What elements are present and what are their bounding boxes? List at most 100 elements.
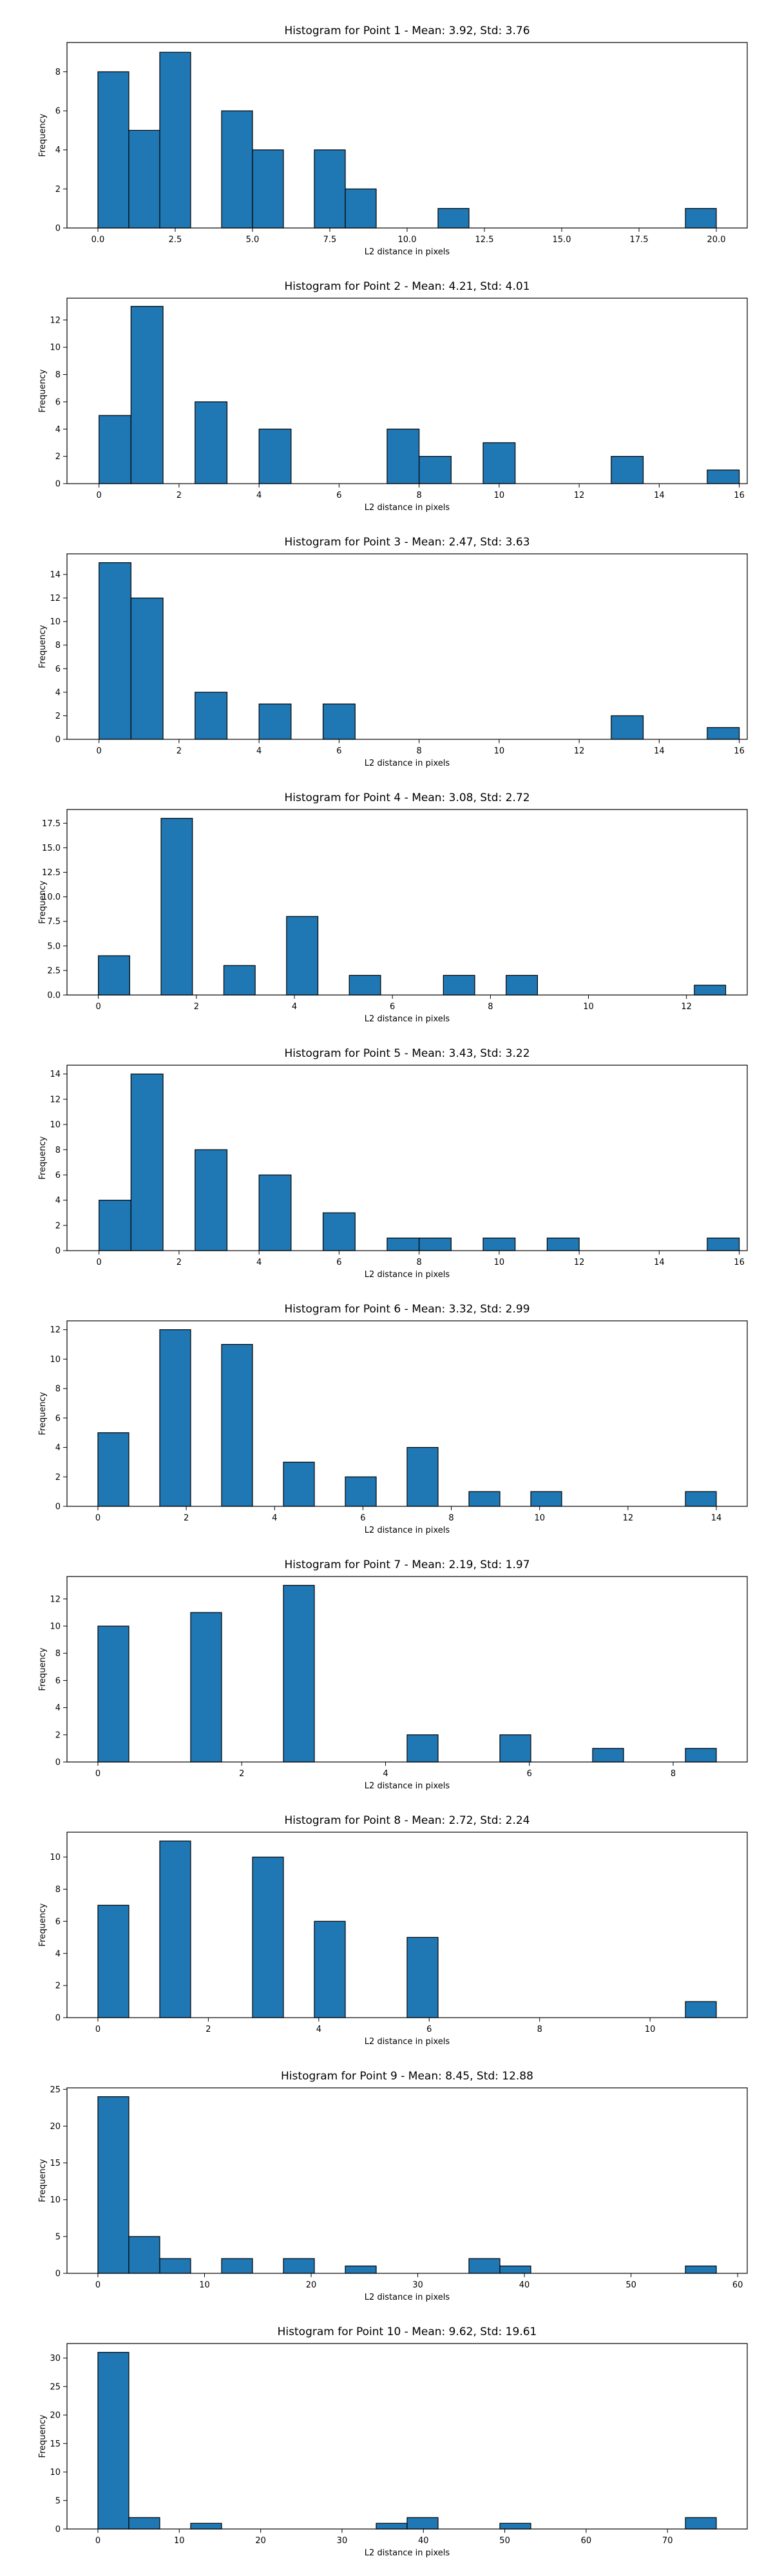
x-tick-label: 8 (416, 746, 421, 756)
x-tick-label: 2 (205, 2025, 211, 2034)
histogram-bar (99, 1200, 131, 1251)
y-tick-label: 17.5 (42, 819, 61, 829)
y-tick-label: 12 (50, 1095, 61, 1104)
y-tick-label: 10.0 (42, 893, 61, 902)
x-tick-label: 60 (732, 2280, 743, 2290)
x-tick-label: 12 (623, 1513, 634, 1523)
y-tick-label: 12 (50, 594, 61, 603)
y-axis-label: Frequency (38, 113, 48, 156)
chart-title: Histogram for Point 1 - Mean: 3.92, Std:… (284, 24, 530, 37)
y-tick-label: 0 (55, 2525, 61, 2535)
y-tick-label: 14 (50, 571, 61, 580)
x-tick-label: 0 (95, 1513, 100, 1523)
x-tick-label: 2 (239, 1769, 244, 1779)
y-axis-label: Frequency (38, 2159, 48, 2202)
x-tick-label: 12 (681, 1002, 692, 1012)
x-tick-label: 12 (574, 746, 585, 756)
histogram-bar (345, 1476, 377, 1507)
x-tick-label: 6 (527, 1769, 532, 1779)
x-tick-label: 6 (336, 746, 341, 756)
y-axis-label: Frequency (38, 369, 48, 412)
x-tick-label: 8 (416, 1258, 421, 1267)
histogram-bar (611, 715, 644, 740)
x-tick-label: 7.5 (323, 235, 337, 245)
x-tick-label: 4 (292, 1002, 297, 1012)
x-axis-label: L2 distance in pixels (365, 247, 450, 257)
histogram-bar (506, 974, 538, 996)
histogram-panel-10: Histogram for Point 10 - Mean: 9.62, Std… (38, 2325, 748, 2558)
x-tick-label: 8 (488, 1002, 493, 1012)
chart-title: Histogram for Point 7 - Mean: 2.19, Std:… (284, 1558, 530, 1571)
histogram-bar (195, 1149, 228, 1251)
y-tick-label: 10 (50, 1622, 61, 1632)
plot-frame (66, 1832, 748, 2018)
y-axis-label: Frequency (38, 1392, 48, 1435)
histogram-bar (130, 306, 164, 484)
x-axis-label: L2 distance in pixels (365, 1014, 450, 1024)
x-axis-label: L2 distance in pixels (365, 1526, 450, 1535)
histogram-bar (159, 2258, 191, 2274)
y-tick-label: 4 (55, 1949, 61, 1959)
y-tick-label: 0 (55, 1502, 61, 1512)
y-tick-label: 5 (55, 2232, 61, 2242)
y-tick-label: 6 (55, 1414, 61, 1423)
x-tick-label: 20.0 (707, 235, 726, 245)
histogram-bar (345, 188, 377, 229)
histogram-bar (443, 974, 475, 996)
histogram-bar (406, 2517, 439, 2530)
y-tick-label: 20 (50, 2122, 61, 2132)
histogram-bar (386, 1237, 420, 1251)
histogram-bar (348, 974, 381, 996)
y-tick-label: 0 (55, 224, 61, 234)
y-axis-label: Frequency (38, 1647, 48, 1690)
histogram-bar (685, 2517, 717, 2530)
x-tick-label: 14 (711, 1513, 722, 1523)
x-tick-label: 10 (583, 1002, 594, 1012)
y-tick-label: 0 (55, 2014, 61, 2023)
y-axis-label: Frequency (38, 1136, 48, 1179)
y-tick-label: 2 (55, 1982, 61, 1991)
histogram-bar (530, 1491, 562, 1507)
y-tick-label: 14 (50, 1070, 61, 1079)
y-tick-label: 8 (55, 1649, 61, 1659)
y-axis-label: Frequency (38, 1903, 48, 1946)
y-tick-label: 8 (55, 1885, 61, 1895)
histogram-bar (128, 2517, 160, 2530)
y-tick-label: 8 (55, 641, 61, 650)
histogram-bar (221, 1343, 253, 1507)
x-tick-label: 4 (256, 1258, 262, 1267)
histogram-bar (406, 1937, 439, 2018)
x-tick-label: 10 (494, 1258, 505, 1267)
histogram-bar (190, 1612, 222, 1763)
y-tick-label: 15 (50, 2439, 61, 2449)
histogram-bar (286, 916, 319, 996)
y-tick-label: 15 (50, 2159, 61, 2168)
y-tick-label: 2 (55, 1730, 61, 1740)
histogram-bar (159, 1329, 191, 1507)
chart-title: Histogram for Point 6 - Mean: 3.32, Std:… (284, 1303, 530, 1316)
histogram-bar (406, 1446, 439, 1507)
x-tick-label: 2 (177, 746, 182, 756)
y-tick-label: 4 (55, 1196, 61, 1206)
histogram-bar (419, 1237, 452, 1251)
x-tick-label: 40 (519, 2280, 530, 2290)
x-tick-label: 6 (336, 1258, 341, 1267)
histogram-bar (685, 2001, 717, 2018)
histogram-bar (223, 965, 256, 996)
y-tick-label: 15.0 (42, 844, 61, 853)
y-tick-label: 2.5 (47, 966, 61, 976)
histogram-bar (258, 1174, 292, 1251)
x-tick-label: 12.5 (475, 235, 494, 245)
y-axis-label: Frequency (38, 2414, 48, 2458)
histogram-bar (97, 71, 129, 229)
y-tick-label: 5.0 (47, 942, 61, 951)
histogram-bar (499, 1734, 531, 1763)
y-tick-label: 2 (55, 1473, 61, 1482)
histogram-bar (97, 2096, 129, 2274)
histogram-bar (283, 2258, 315, 2274)
x-tick-label: 10 (174, 2536, 185, 2546)
plot-frame (66, 1320, 748, 1507)
histogram-panel-5: Histogram for Point 5 - Mean: 3.43, Std:… (38, 1047, 748, 1280)
chart-title: Histogram for Point 2 - Mean: 4.21, Std:… (284, 280, 530, 293)
x-tick-label: 14 (654, 746, 665, 756)
